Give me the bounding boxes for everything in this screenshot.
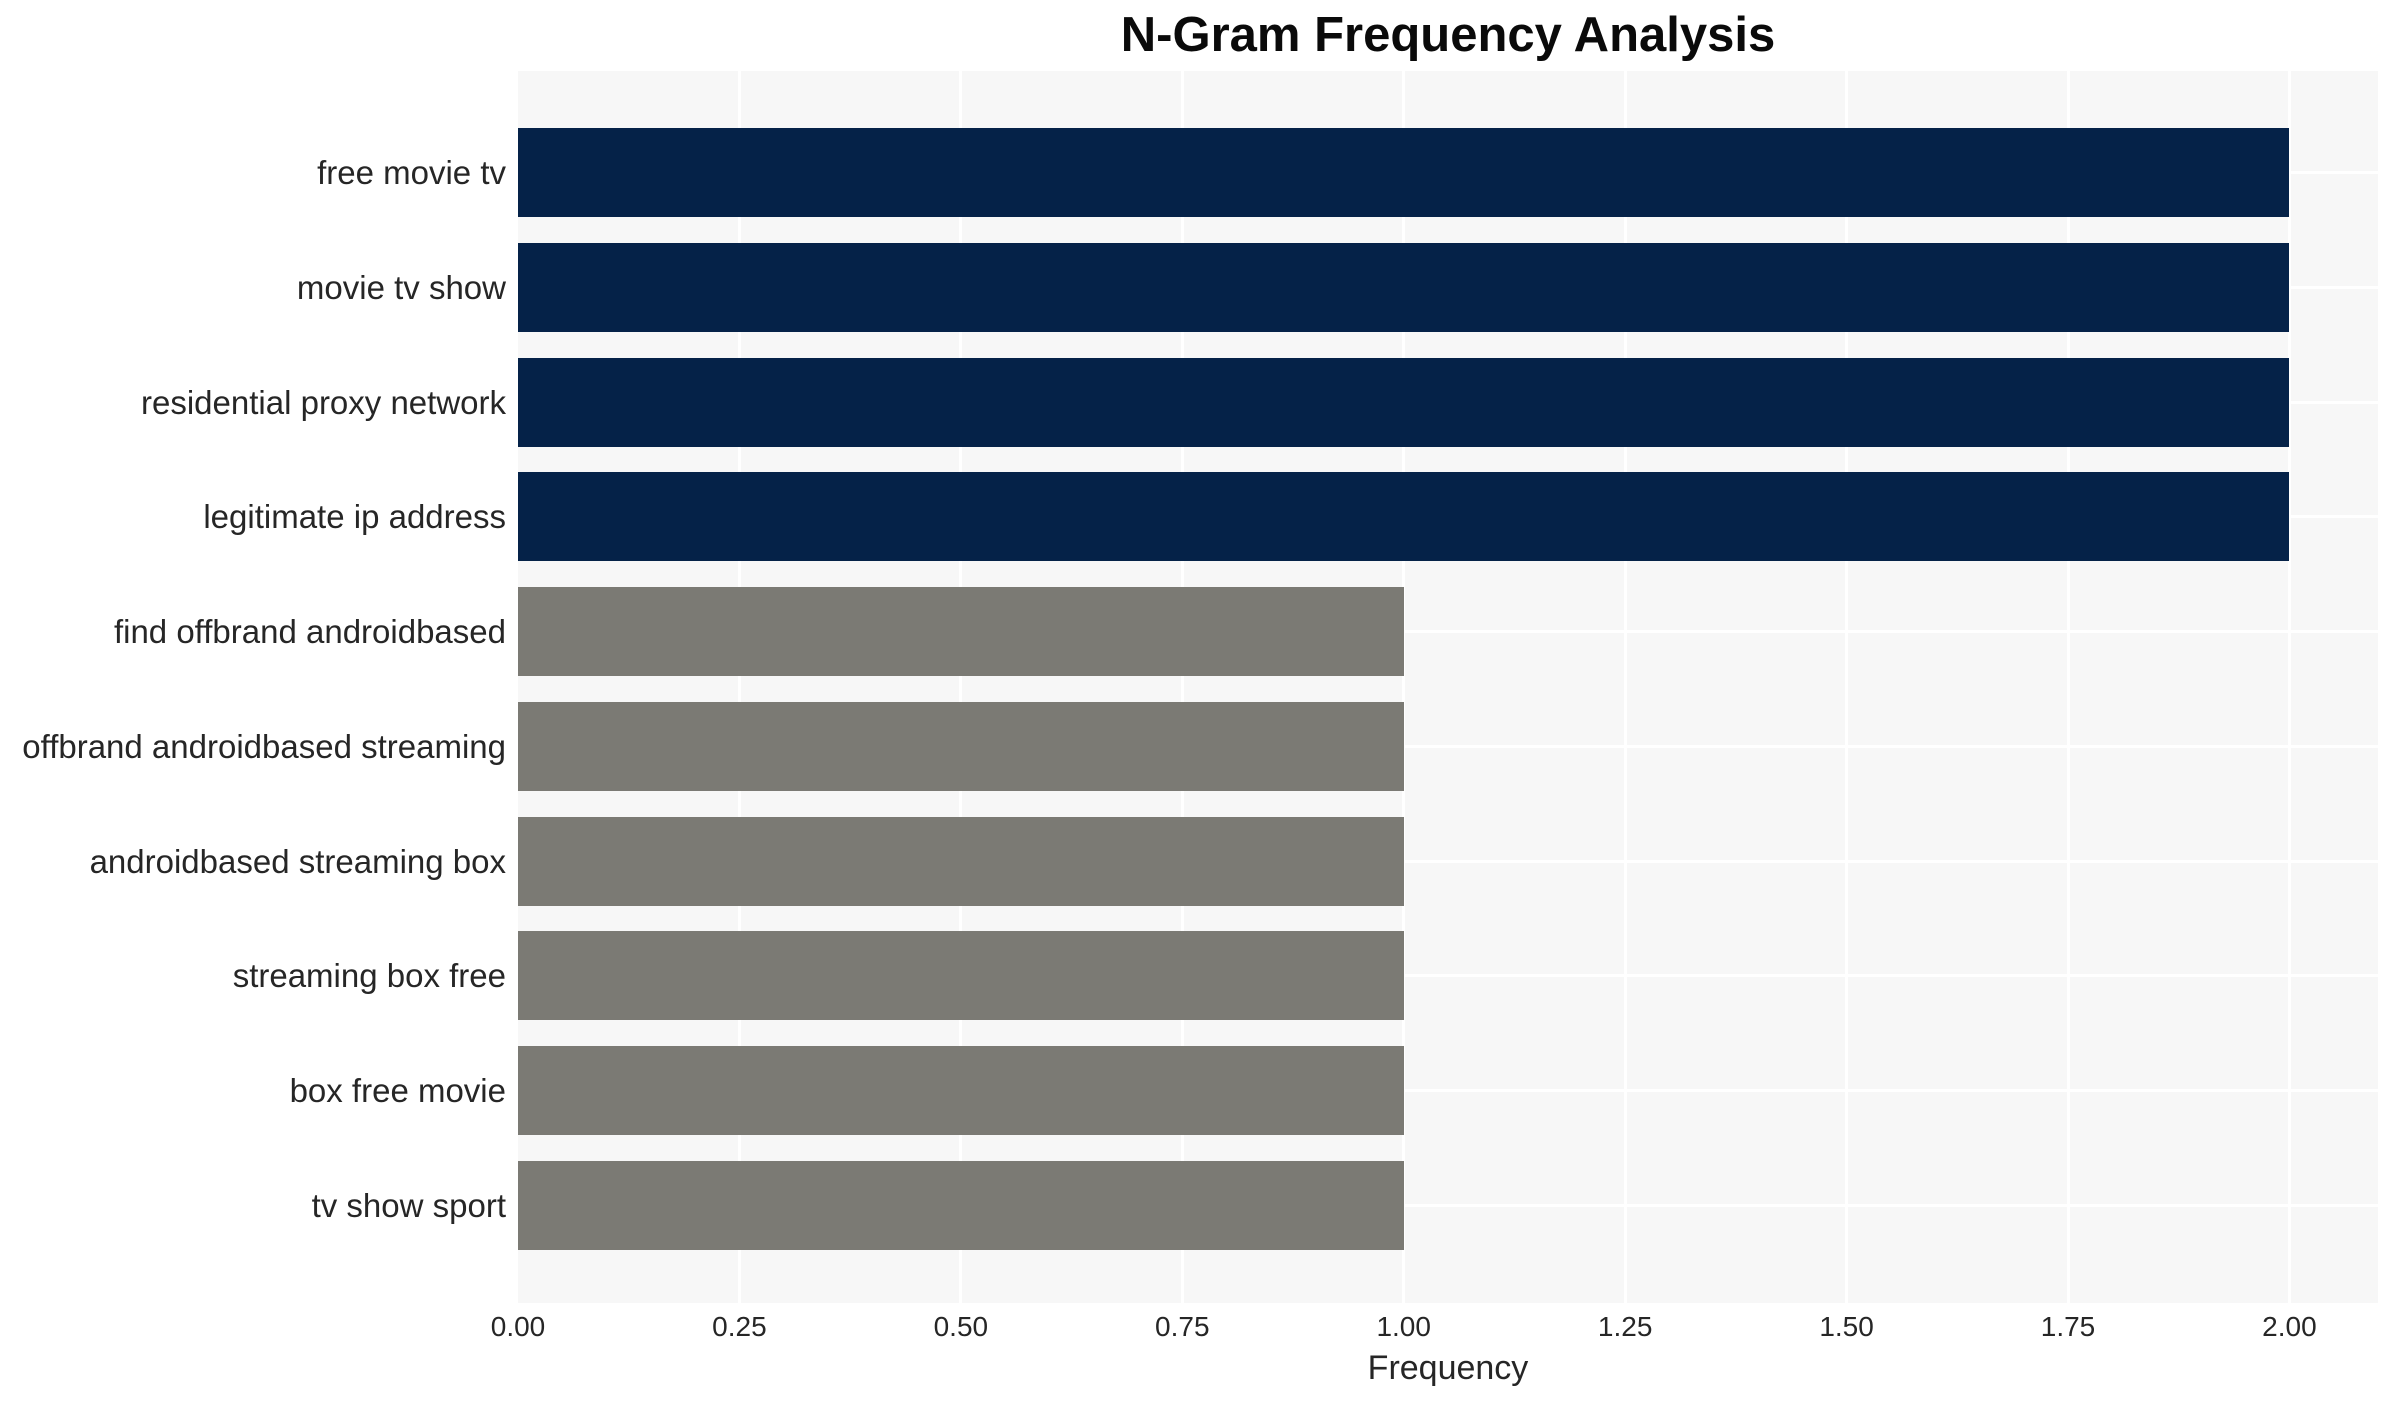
category-label: find offbrand androidbased [113,613,506,651]
bar-movie-tv-show [518,243,2290,332]
x-tick-label: 1.50 [1819,1311,1874,1342]
h-gridline [518,1088,2378,1092]
category-label: streaming box free [232,957,506,995]
v-gridline [1402,71,1406,1303]
bar-offbrand-androidbased-streaming [518,701,1404,791]
x-tick-label: 0.25 [712,1311,767,1342]
chart-title: N-Gram Frequency Analysis [1120,8,1776,62]
v-gridline [2287,71,2291,1303]
category-label: offbrand androidbased streaming [22,727,506,765]
v-gridline [1180,71,1184,1303]
h-gridline [518,630,2378,634]
bar-find-offbrand-androidbased [518,587,1404,677]
h-gridline [518,1203,2378,1207]
x-tick-label: 0.50 [933,1311,989,1342]
x-tick-label: 0.75 [1155,1311,1210,1342]
v-gridline [959,71,963,1303]
h-gridline [518,744,2378,748]
x-tick-label: 1.00 [1376,1311,1431,1342]
x-tick-label: 1.75 [2040,1311,2096,1342]
x-tick-label: 1.25 [1597,1311,1653,1342]
v-gridline [737,71,741,1303]
v-gridline [2066,71,2070,1303]
x-axis-ticks: 0.00 0.25 0.50 0.75 1.00 1.25 1.50 1.75 2.00 [491,1310,2378,1344]
bar-tv-show-sport [518,1160,1404,1250]
category-label: free movie tv [317,154,506,192]
x-tick-label: 0.00 [490,1311,546,1342]
category-label: legitimate ip address [203,498,506,536]
category-label: movie tv show [296,269,506,306]
y-axis-labels: free movie tv movie tv show residential pr… [0,71,506,1303]
x-axis-label: Frequency [1367,1349,1529,1387]
v-gridline [1623,71,1627,1303]
category-label: residential proxy network [141,383,506,421]
bar-androidbased-streaming-box [518,816,1404,906]
category-label: androidbased streaming box [89,842,506,880]
bar-residential-proxy-network [518,357,2290,447]
bar-streaming-box-free [518,931,1404,1021]
category-label: tv show sport [311,1186,506,1224]
h-gridline [518,974,2378,978]
plot-area [518,71,2378,1303]
bar-box-free-movie [518,1045,1404,1135]
h-gridline [518,859,2378,863]
x-tick-label: 2.00 [2262,1311,2317,1342]
category-label: box free movie [289,1071,506,1109]
bar-free-movie-tv [518,128,2290,218]
bar-legitimate-ip-address [518,472,2290,562]
v-gridline [1845,71,1849,1303]
